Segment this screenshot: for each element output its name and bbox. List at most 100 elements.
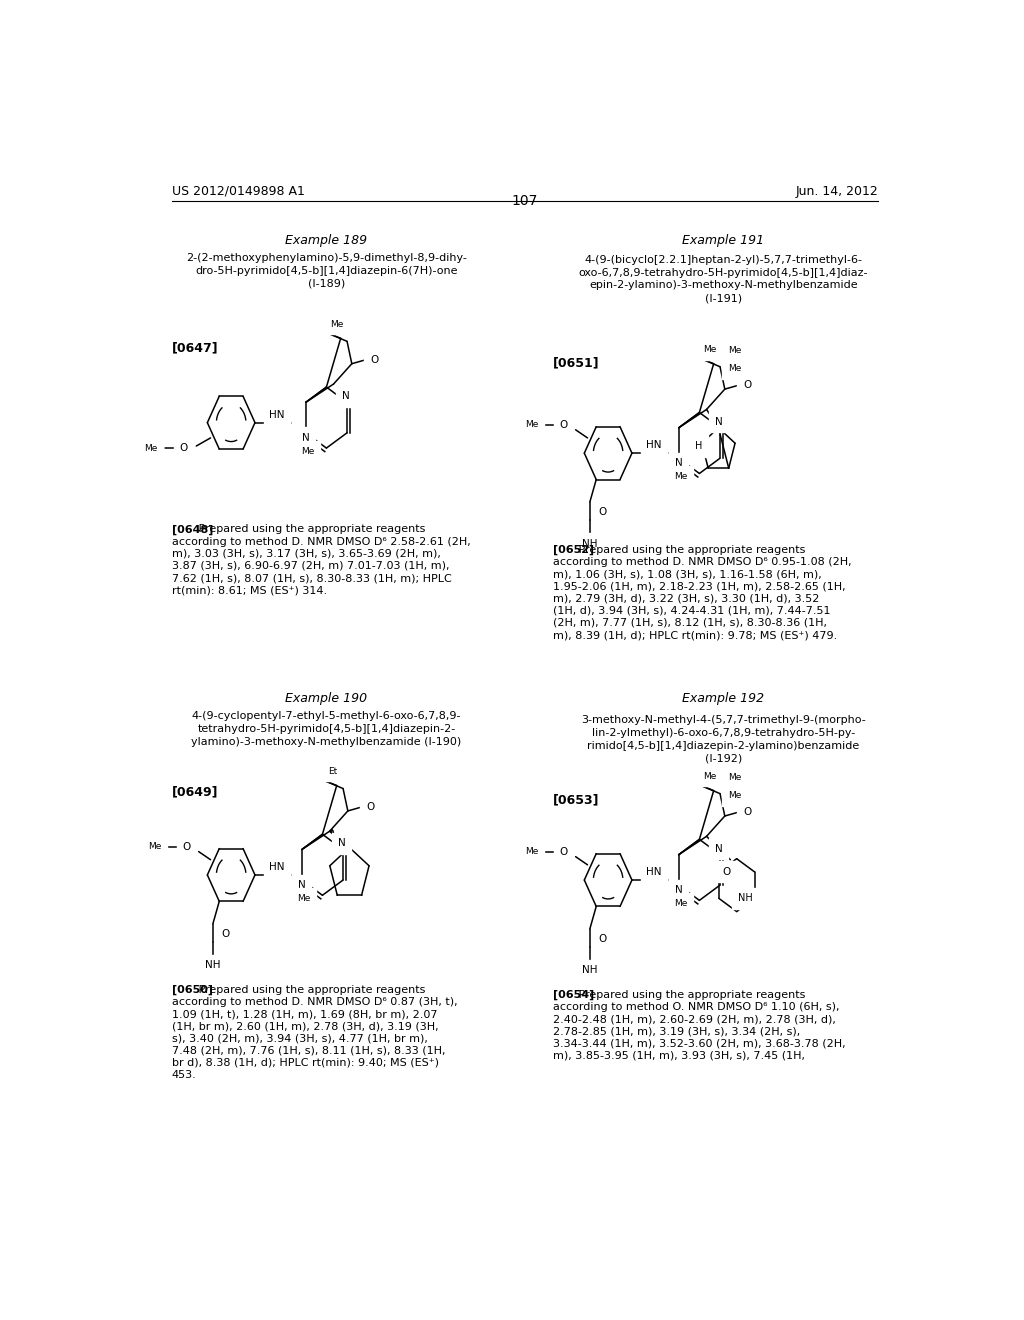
Text: [0649]: [0649] (172, 785, 218, 799)
Text: epin-2-ylamino)-3-methoxy-N-methylbenzamide: epin-2-ylamino)-3-methoxy-N-methylbenzam… (589, 280, 857, 290)
Text: m), 2.79 (3H, d), 3.22 (3H, s), 3.30 (1H, d), 3.52: m), 2.79 (3H, d), 3.22 (3H, s), 3.30 (1H… (553, 594, 819, 603)
Text: O: O (723, 867, 731, 876)
Text: N: N (342, 391, 349, 401)
Text: Me: Me (674, 899, 687, 908)
Text: 1.09 (1H, t), 1.28 (1H, m), 1.69 (8H, br m), 2.07: 1.09 (1H, t), 1.28 (1H, m), 1.69 (8H, br… (172, 1008, 437, 1019)
Text: NH: NH (205, 961, 220, 970)
Text: N: N (715, 843, 722, 854)
Text: O: O (370, 355, 378, 364)
Text: Me: Me (728, 364, 741, 374)
Text: N: N (338, 838, 345, 849)
Text: 453.: 453. (172, 1071, 197, 1080)
Text: [0654]: [0654] (553, 990, 594, 1001)
Text: 2-(2-methoxyphenylamino)-5,9-dimethyl-8,9-dihy-: 2-(2-methoxyphenylamino)-5,9-dimethyl-8,… (186, 253, 467, 263)
Text: HN: HN (646, 440, 662, 450)
Text: 2.78-2.85 (1H, m), 3.19 (3H, s), 3.34 (2H, s),: 2.78-2.85 (1H, m), 3.19 (3H, s), 3.34 (2… (553, 1027, 800, 1036)
Text: [0652]: [0652] (553, 545, 594, 554)
Text: rt(min): 8.61; MS (ES⁺) 314.: rt(min): 8.61; MS (ES⁺) 314. (172, 585, 327, 595)
Text: Me: Me (148, 842, 162, 851)
Text: m), 3.85-3.95 (1H, m), 3.93 (3H, s), 7.45 (1H,: m), 3.85-3.95 (1H, m), 3.93 (3H, s), 7.4… (553, 1051, 805, 1061)
Text: ylamino)-3-methoxy-N-methylbenzamide (I-190): ylamino)-3-methoxy-N-methylbenzamide (I-… (191, 737, 462, 747)
Text: Me: Me (674, 473, 687, 480)
Text: Prepared using the appropriate reagents: Prepared using the appropriate reagents (195, 985, 425, 995)
Text: O: O (559, 846, 568, 857)
Text: Me: Me (703, 772, 717, 781)
Text: (I-189): (I-189) (308, 279, 345, 288)
Text: Example 190: Example 190 (286, 692, 368, 705)
Text: Jun. 14, 2012: Jun. 14, 2012 (796, 185, 878, 198)
Text: O: O (598, 507, 606, 517)
Text: O: O (221, 929, 229, 939)
Text: m), 1.06 (3H, s), 1.08 (3H, s), 1.16-1.58 (6H, m),: m), 1.06 (3H, s), 1.08 (3H, s), 1.16-1.5… (553, 569, 821, 579)
Text: HN: HN (646, 867, 662, 876)
Text: oxo-6,7,8,9-tetrahydro-5H-pyrimido[4,5-b][1,4]diaz-: oxo-6,7,8,9-tetrahydro-5H-pyrimido[4,5-b… (579, 268, 868, 277)
Text: NH: NH (582, 965, 598, 975)
Text: Me: Me (728, 791, 741, 800)
Text: 4-(9-(bicyclo[2.2.1]heptan-2-yl)-5,7,7-trimethyl-6-: 4-(9-(bicyclo[2.2.1]heptan-2-yl)-5,7,7-t… (585, 255, 862, 265)
Text: [0651]: [0651] (553, 356, 599, 370)
Text: [0653]: [0653] (553, 793, 599, 807)
Text: Prepared using the appropriate reagents: Prepared using the appropriate reagents (575, 545, 806, 554)
Text: 2.40-2.48 (1H, m), 2.60-2.69 (2H, m), 2.78 (3H, d),: 2.40-2.48 (1H, m), 2.60-2.69 (2H, m), 2.… (553, 1014, 836, 1024)
Text: according to method D. NMR DMSO D⁶ 0.95-1.08 (2H,: according to method D. NMR DMSO D⁶ 0.95-… (553, 557, 851, 566)
Text: O: O (742, 380, 752, 389)
Text: H: H (695, 441, 702, 451)
Text: br d), 8.38 (1H, d); HPLC rt(min): 9.40; MS (ES⁺): br d), 8.38 (1H, d); HPLC rt(min): 9.40;… (172, 1057, 438, 1068)
Text: Me: Me (703, 345, 717, 354)
Text: Et: Et (328, 767, 337, 776)
Text: Prepared using the appropriate reagents: Prepared using the appropriate reagents (195, 524, 425, 535)
Text: O: O (742, 807, 752, 817)
Text: Me: Me (301, 446, 314, 455)
Text: NH: NH (737, 894, 753, 903)
Text: lin-2-ylmethyl)-6-oxo-6,7,8,9-tetrahydro-5H-py-: lin-2-ylmethyl)-6-oxo-6,7,8,9-tetrahydro… (592, 729, 855, 738)
Text: (1H, d), 3.94 (3H, s), 4.24-4.31 (1H, m), 7.44-7.51: (1H, d), 3.94 (3H, s), 4.24-4.31 (1H, m)… (553, 606, 830, 615)
Text: N: N (675, 458, 683, 469)
Text: (I-191): (I-191) (705, 293, 741, 304)
Text: US 2012/0149898 A1: US 2012/0149898 A1 (172, 185, 304, 198)
Text: Me: Me (728, 346, 741, 355)
Text: O: O (179, 444, 187, 453)
Text: according to method D. NMR DMSO D⁶ 2.58-2.61 (2H,: according to method D. NMR DMSO D⁶ 2.58-… (172, 536, 470, 546)
Text: Prepared using the appropriate reagents: Prepared using the appropriate reagents (575, 990, 806, 999)
Text: HN: HN (269, 409, 285, 420)
Text: (I-192): (I-192) (705, 754, 741, 763)
Text: Example 189: Example 189 (286, 234, 368, 247)
Text: Me: Me (144, 444, 158, 453)
Text: N: N (298, 880, 306, 890)
Text: N: N (302, 433, 309, 444)
Text: 1.95-2.06 (1H, m), 2.18-2.23 (1H, m), 2.58-2.65 (1H,: 1.95-2.06 (1H, m), 2.18-2.23 (1H, m), 2.… (553, 581, 845, 591)
Text: m), 3.03 (3H, s), 3.17 (3H, s), 3.65-3.69 (2H, m),: m), 3.03 (3H, s), 3.17 (3H, s), 3.65-3.6… (172, 549, 440, 558)
Text: [0647]: [0647] (172, 342, 218, 354)
Text: O: O (366, 801, 374, 812)
Text: (1H, br m), 2.60 (1H, m), 2.78 (3H, d), 3.19 (3H,: (1H, br m), 2.60 (1H, m), 2.78 (3H, d), … (172, 1022, 438, 1031)
Text: Me: Me (525, 847, 539, 857)
Text: Me: Me (525, 420, 539, 429)
Text: N: N (715, 417, 722, 426)
Text: according to method D. NMR DMSO D⁶ 0.87 (3H, t),: according to method D. NMR DMSO D⁶ 0.87 … (172, 997, 458, 1007)
Text: 3-methoxy-N-methyl-4-(5,7,7-trimethyl-9-(morpho-: 3-methoxy-N-methyl-4-(5,7,7-trimethyl-9-… (581, 715, 865, 726)
Text: s), 3.40 (2H, m), 3.94 (3H, s), 4.77 (1H, br m),: s), 3.40 (2H, m), 3.94 (3H, s), 4.77 (1H… (172, 1034, 428, 1044)
Text: Me: Me (330, 319, 343, 329)
Text: 7.62 (1H, s), 8.07 (1H, s), 8.30-8.33 (1H, m); HPLC: 7.62 (1H, s), 8.07 (1H, s), 8.30-8.33 (1… (172, 573, 452, 583)
Text: 3.87 (3H, s), 6.90-6.97 (2H, m) 7.01-7.03 (1H, m),: 3.87 (3H, s), 6.90-6.97 (2H, m) 7.01-7.0… (172, 561, 450, 570)
Text: 107: 107 (512, 194, 538, 209)
Text: 4-(9-cyclopentyl-7-ethyl-5-methyl-6-oxo-6,7,8,9-: 4-(9-cyclopentyl-7-ethyl-5-methyl-6-oxo-… (191, 711, 461, 721)
Text: [0648]: [0648] (172, 524, 213, 535)
Text: NH: NH (582, 539, 598, 549)
Text: (2H, m), 7.77 (1H, s), 8.12 (1H, s), 8.30-8.36 (1H,: (2H, m), 7.77 (1H, s), 8.12 (1H, s), 8.3… (553, 618, 826, 628)
Text: Example 192: Example 192 (682, 692, 764, 705)
Text: HN: HN (269, 862, 285, 871)
Text: tetrahydro-5H-pyrimido[4,5-b][1,4]diazepin-2-: tetrahydro-5H-pyrimido[4,5-b][1,4]diazep… (198, 725, 456, 734)
Text: m), 8.39 (1H, d); HPLC rt(min): 9.78; MS (ES⁺) 479.: m), 8.39 (1H, d); HPLC rt(min): 9.78; MS… (553, 630, 837, 640)
Text: Me: Me (297, 894, 310, 903)
Text: [0650]: [0650] (172, 985, 213, 995)
Text: rimido[4,5-b][1,4]diazepin-2-ylamino)benzamide: rimido[4,5-b][1,4]diazepin-2-ylamino)ben… (587, 741, 859, 751)
Text: dro-5H-pyrimido[4,5-b][1,4]diazepin-6(7H)-one: dro-5H-pyrimido[4,5-b][1,4]diazepin-6(7H… (196, 265, 458, 276)
Text: N: N (675, 886, 683, 895)
Text: 7.48 (2H, m), 7.76 (1H, s), 8.11 (1H, s), 8.33 (1H,: 7.48 (2H, m), 7.76 (1H, s), 8.11 (1H, s)… (172, 1045, 445, 1056)
Text: Example 191: Example 191 (682, 234, 764, 247)
Text: O: O (598, 935, 606, 944)
Text: according to method O. NMR DMSO D⁶ 1.10 (6H, s),: according to method O. NMR DMSO D⁶ 1.10 … (553, 1002, 839, 1012)
Text: O: O (182, 842, 190, 851)
Text: 3.34-3.44 (1H, m), 3.52-3.60 (2H, m), 3.68-3.78 (2H,: 3.34-3.44 (1H, m), 3.52-3.60 (2H, m), 3.… (553, 1039, 845, 1048)
